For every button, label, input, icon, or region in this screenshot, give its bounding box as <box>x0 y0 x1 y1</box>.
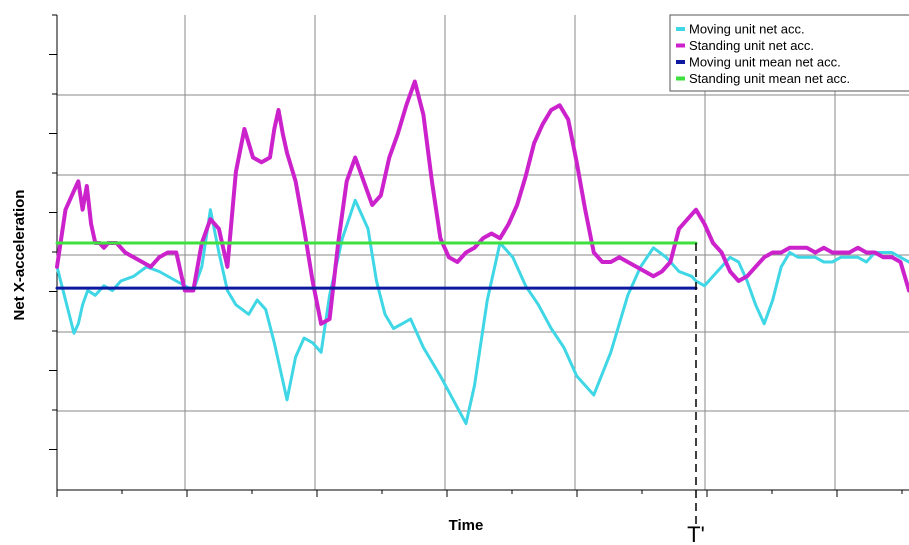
legend-swatch-2 <box>676 60 685 64</box>
legend-swatch-1 <box>676 43 685 48</box>
series-line-1 <box>55 79 909 326</box>
axes <box>49 14 909 497</box>
legend-entry-2: Moving unit mean net acc. <box>689 55 841 70</box>
legend-swatch-0 <box>676 27 685 31</box>
t-prime-label: T' <box>687 522 705 545</box>
x-axis-title: Time <box>449 517 484 534</box>
legend: Moving unit net acc.Standing unit net ac… <box>669 14 909 92</box>
series-layer <box>55 79 909 425</box>
legend-entry-3: Standing unit mean net acc. <box>689 71 850 86</box>
y-axis-title: Net X-acceleration <box>11 190 28 321</box>
legend-box <box>669 14 909 92</box>
legend-entry-0: Moving unit net acc. <box>689 22 805 37</box>
legend-swatch-3 <box>676 76 685 81</box>
legend-entry-1: Standing unit net acc. <box>689 38 814 53</box>
